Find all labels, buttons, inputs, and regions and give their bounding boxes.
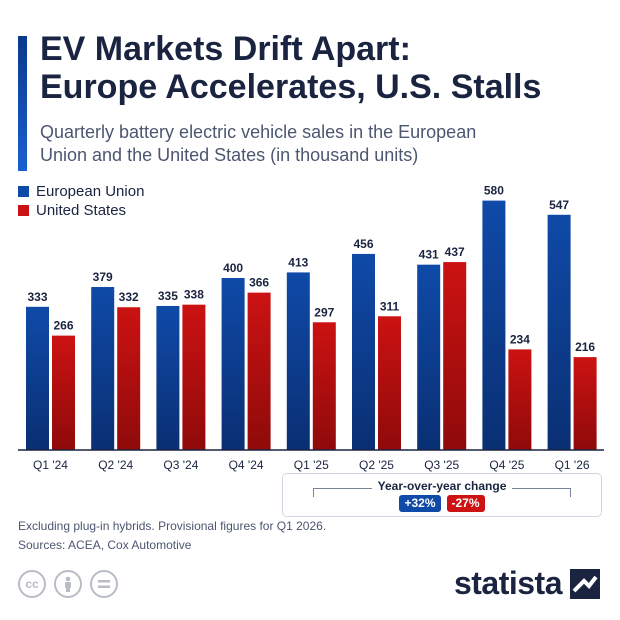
x-tick-label-1: Q2 '24 xyxy=(98,458,133,472)
bar-us-0 xyxy=(52,335,75,450)
data-label-eu-2: 335 xyxy=(158,289,178,303)
yoy-badge-us: -27% xyxy=(446,495,485,512)
bar-us-7 xyxy=(508,349,532,450)
person-icon[interactable] xyxy=(54,570,82,598)
cc-icon[interactable]: cc xyxy=(18,570,46,598)
data-label-eu-8: 547 xyxy=(549,198,569,212)
statista-logo-icon xyxy=(570,568,600,599)
x-tick-label-7: Q4 '25 xyxy=(489,458,524,472)
data-label-eu-7: 580 xyxy=(484,184,504,198)
data-label-us-0: 266 xyxy=(53,319,73,333)
footnote-line-1: Excluding plug-in hybrids. Provisional f… xyxy=(18,519,327,533)
bar-us-3 xyxy=(247,292,271,450)
subtitle: Quarterly battery electric vehicle sales… xyxy=(40,121,600,167)
data-label-us-3: 366 xyxy=(249,276,269,290)
legend-label-eu: European Union xyxy=(36,183,145,200)
subtitle-line-1: Quarterly battery electric vehicle sales… xyxy=(40,122,477,142)
bar-us-2 xyxy=(182,304,206,450)
legend-item-eu: European Union xyxy=(18,182,144,201)
x-tick-label-4: Q1 '25 xyxy=(294,458,329,472)
legend: European Union United States xyxy=(18,182,144,220)
data-label-eu-1: 379 xyxy=(93,270,113,284)
bar-eu-3 xyxy=(221,278,245,450)
x-tick-label-5: Q2 '25 xyxy=(359,458,394,472)
legend-swatch-us xyxy=(18,205,29,216)
data-label-eu-5: 456 xyxy=(353,237,373,251)
data-label-us-7: 234 xyxy=(510,332,530,346)
data-label-eu-3: 400 xyxy=(223,261,243,275)
x-tick-label-6: Q3 '25 xyxy=(424,458,459,472)
footnote-sources: Sources: ACEA, Cox Automotive xyxy=(18,538,192,552)
equals-icon[interactable] xyxy=(90,570,118,598)
bar-eu-1 xyxy=(91,287,115,450)
legend-item-us: United States xyxy=(18,201,144,220)
bar-eu-6 xyxy=(417,264,441,450)
bar-eu-7 xyxy=(482,200,506,450)
title-accent-bar xyxy=(18,36,27,171)
bar-eu-4 xyxy=(286,272,310,450)
legend-label-us: United States xyxy=(36,202,127,219)
bar-us-6 xyxy=(443,262,467,450)
data-label-eu-0: 333 xyxy=(27,290,47,304)
title-line-1: EV Markets Drift Apart: xyxy=(40,30,411,68)
data-label-us-2: 338 xyxy=(184,288,204,302)
bar-chart: 333 266 Q1 '24 379 332 Q2 '24 335 338 Q3 '24 400 3… xyxy=(18,184,604,472)
statista-logo[interactable]: statista xyxy=(454,565,600,602)
title-line-2: Europe Accelerates, U.S. Stalls xyxy=(40,68,542,106)
x-tick-label-3: Q4 '24 xyxy=(229,458,264,472)
x-tick-label-2: Q3 '24 xyxy=(163,458,198,472)
bar-eu-0 xyxy=(26,306,49,450)
bar-eu-5 xyxy=(352,253,375,450)
data-label-us-6: 437 xyxy=(445,245,465,259)
bar-eu-8 xyxy=(547,214,571,450)
bar-eu-2 xyxy=(156,305,180,450)
yoy-title: Year-over-year change xyxy=(371,479,513,493)
bar-us-1 xyxy=(117,307,141,450)
license-icons: cc xyxy=(18,570,118,598)
data-label-us-8: 216 xyxy=(575,340,595,354)
bar-us-5 xyxy=(378,316,401,450)
subtitle-line-2: Union and the United States (in thousand… xyxy=(40,145,419,165)
yoy-change-box: Year-over-year change +32% -27% xyxy=(282,473,602,517)
data-label-us-5: 311 xyxy=(380,299,400,313)
bar-us-4 xyxy=(312,322,336,450)
x-tick-label-0: Q1 '24 xyxy=(33,458,68,472)
yoy-badge-eu: +32% xyxy=(399,495,441,512)
data-label-eu-6: 431 xyxy=(419,248,439,262)
legend-swatch-eu xyxy=(18,186,29,197)
data-label-us-1: 332 xyxy=(119,290,139,304)
data-label-eu-4: 413 xyxy=(288,255,308,269)
bar-us-8 xyxy=(573,357,597,450)
data-label-us-4: 297 xyxy=(314,305,334,319)
page-title: EV Markets Drift Apart: Europe Accelerat… xyxy=(40,30,610,106)
x-tick-label-8: Q1 '26 xyxy=(555,458,590,472)
brand-name: statista xyxy=(453,565,563,601)
footnotes: Excluding plug-in hybrids. Provisional f… xyxy=(18,517,326,555)
